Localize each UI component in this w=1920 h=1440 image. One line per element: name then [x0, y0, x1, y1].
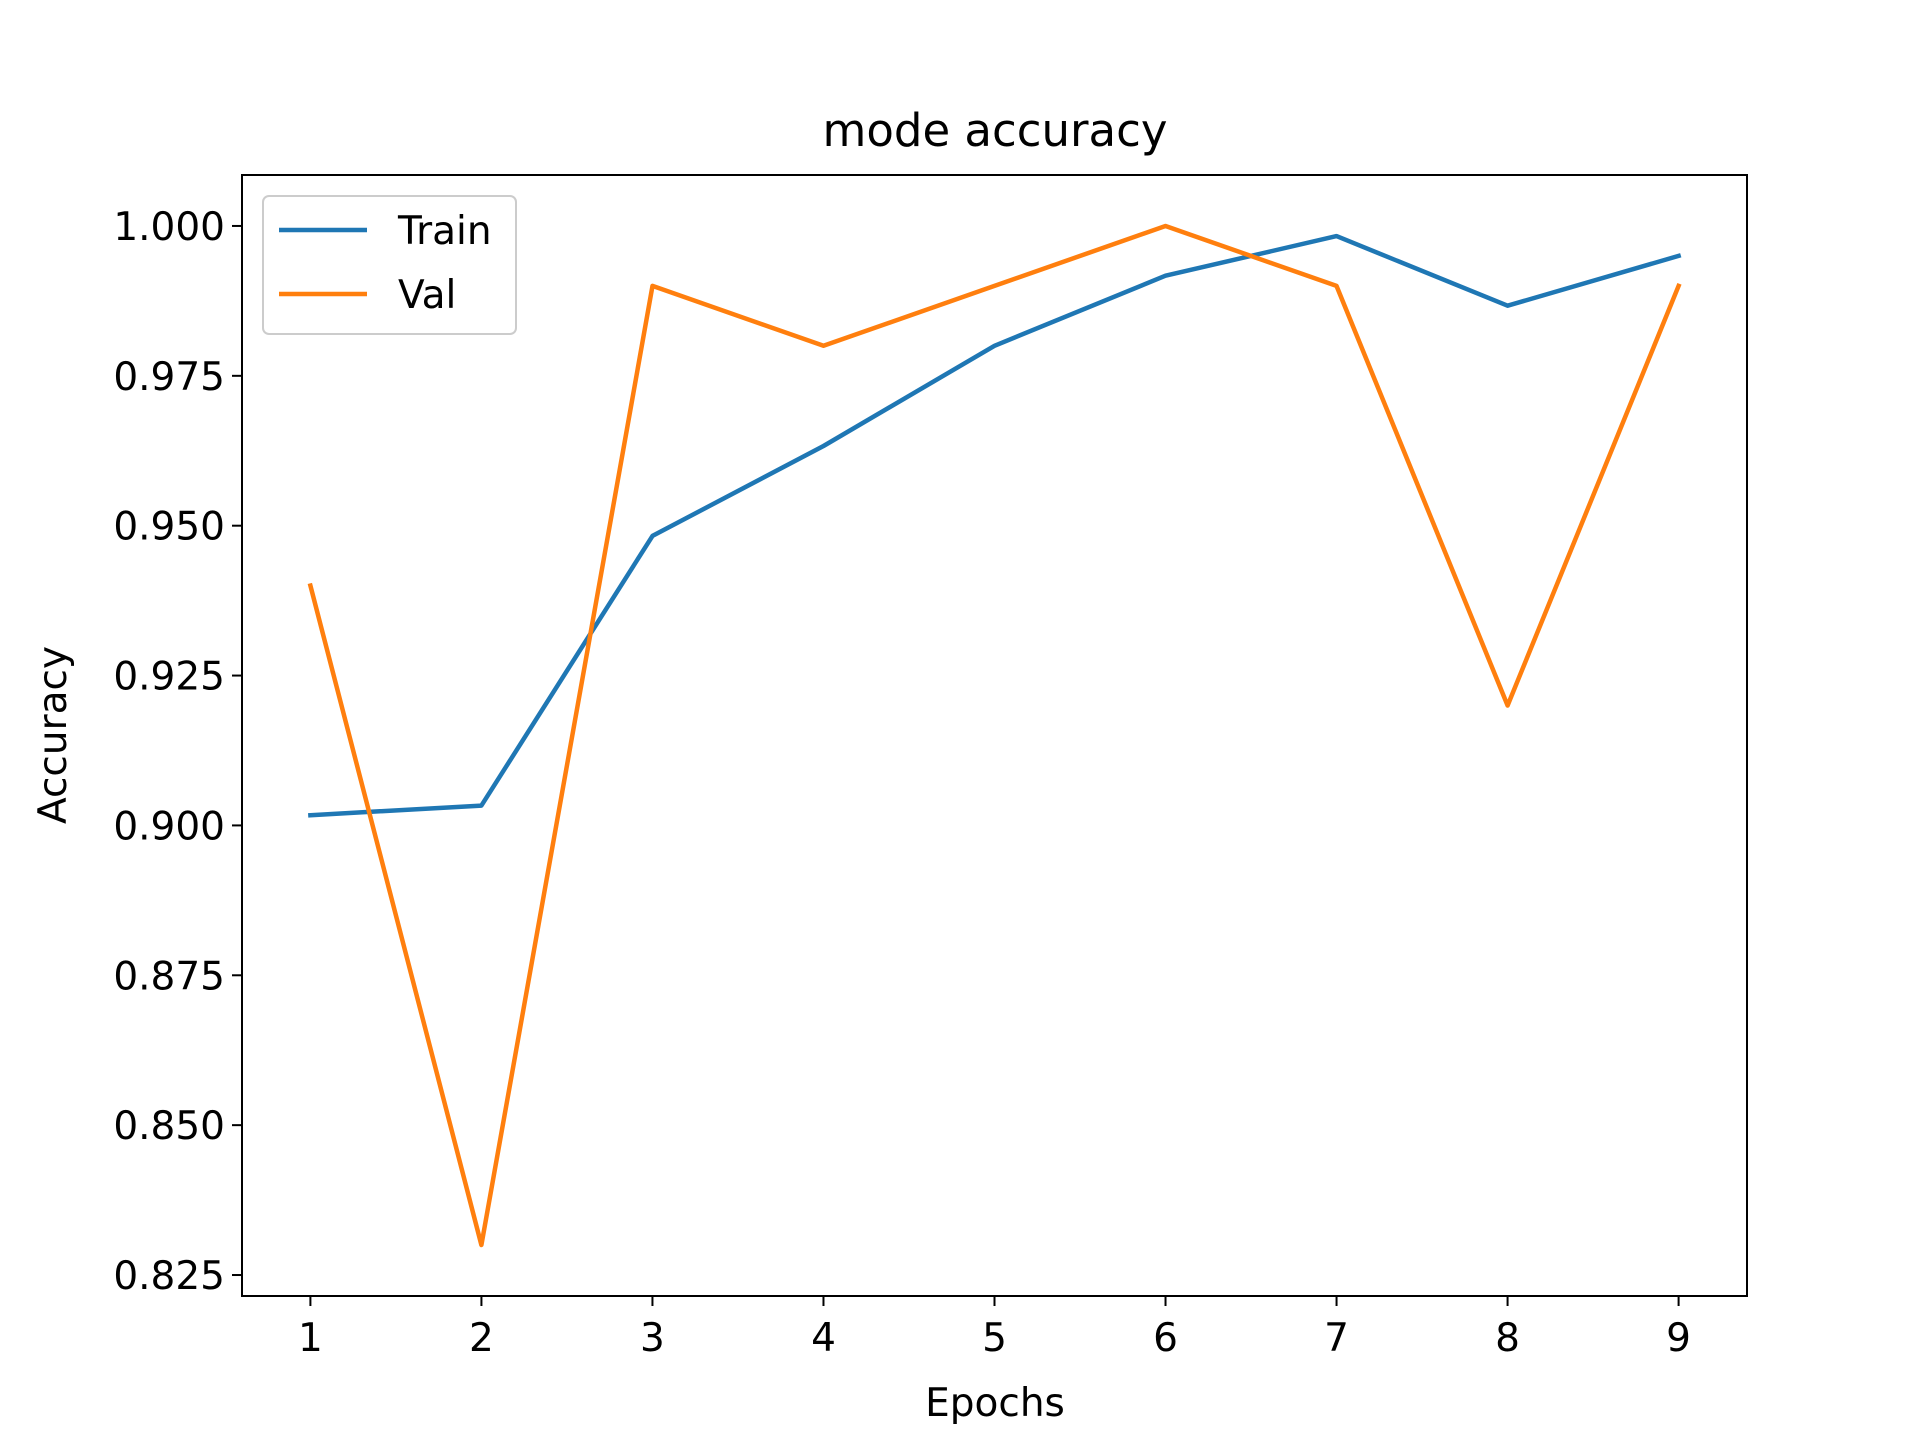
y-tick-label: 0.850	[113, 1104, 225, 1149]
y-axis-ticks: 0.825 0.850 0.875 0.900 0.925 0.950 0.975 1.000	[113, 205, 242, 1299]
legend-label-train: Train	[397, 209, 492, 254]
y-tick-label: 0.925	[113, 655, 225, 700]
y-tick-label: 0.900	[113, 804, 225, 849]
x-tick-label: 1	[298, 1316, 323, 1361]
y-tick-label: 0.975	[113, 355, 225, 400]
series-lines	[307, 223, 1682, 1248]
x-tick-label: 6	[1153, 1316, 1178, 1361]
x-tick-label: 7	[1324, 1316, 1349, 1361]
x-tick-label: 2	[469, 1316, 494, 1361]
y-tick-label: 0.825	[113, 1254, 225, 1299]
legend: Train Val	[262, 195, 517, 335]
x-tick-label: 4	[811, 1316, 836, 1361]
y-tick-label: 1.000	[113, 205, 225, 250]
x-axis-ticks: 1 2 3 4 5 6 7 8 9	[298, 1296, 1691, 1361]
x-tick-label: 5	[982, 1316, 1007, 1361]
x-tick-label: 8	[1495, 1316, 1520, 1361]
x-tick-label: 9	[1666, 1316, 1691, 1361]
x-tick-label: 3	[640, 1316, 665, 1361]
legend-label-val: Val	[398, 273, 456, 318]
chart-title: mode accuracy	[823, 104, 1168, 157]
series-line-val	[307, 223, 1682, 1248]
x-axis-label: Epochs	[925, 1381, 1065, 1426]
y-tick-label: 0.950	[113, 505, 225, 550]
y-axis-label: Accuracy	[31, 646, 76, 824]
plot-area-frame	[241, 174, 1748, 1297]
y-tick-label: 0.875	[113, 954, 225, 999]
series-line-train	[308, 233, 1682, 818]
